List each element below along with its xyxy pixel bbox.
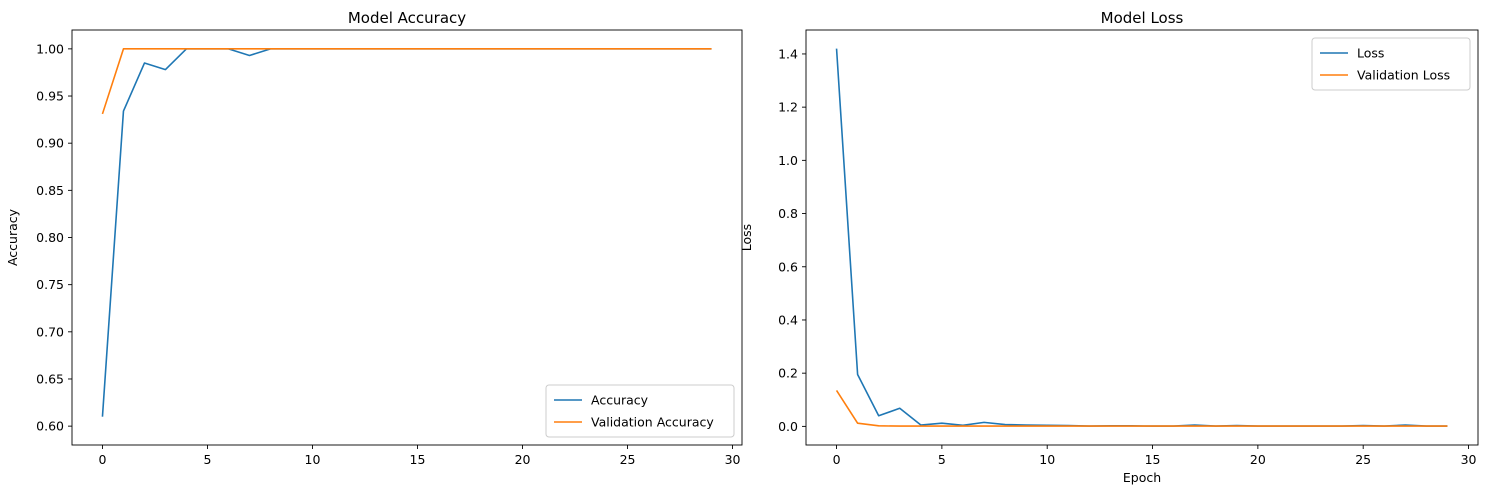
- x-tick-label: 25: [1355, 452, 1371, 467]
- x-tick-label: 30: [1461, 452, 1477, 467]
- legend-label: Loss: [1357, 46, 1384, 61]
- y-tick-label: 0.75: [36, 277, 64, 292]
- series-line-2: [835, 390, 1448, 427]
- plot-title: Model Accuracy: [348, 9, 466, 27]
- x-axis-title: Epoch: [1123, 470, 1161, 485]
- x-tick-label: 0: [98, 452, 106, 467]
- plot-frame: [71, 29, 743, 446]
- y-tick-label: 0.65: [36, 371, 64, 386]
- y-tick-label: 0.60: [36, 419, 64, 434]
- x-tick-label: 15: [410, 452, 426, 467]
- y-tick-label: 0.4: [778, 312, 798, 327]
- y-tick-label: 1.00: [36, 41, 64, 56]
- y-tick-label: 0.95: [36, 89, 64, 104]
- y-tick-label: 0.0: [778, 419, 798, 434]
- y-tick-label: 0.6: [778, 259, 798, 274]
- x-tick-label: 25: [620, 452, 636, 467]
- series-line-2: [101, 48, 712, 115]
- y-tick-label: 0.85: [36, 183, 64, 198]
- series-line-1: [835, 48, 1448, 427]
- x-tick-label: 0: [833, 452, 841, 467]
- y-axis-title: Loss: [739, 224, 754, 251]
- y-axis-title: Accuracy: [5, 208, 20, 266]
- x-tick-label: 10: [305, 452, 321, 467]
- y-tick-label: 1.0: [778, 153, 798, 168]
- y-tick-label: 0.80: [36, 230, 64, 245]
- x-tick-label: 30: [725, 452, 741, 467]
- legend-label: Validation Accuracy: [591, 415, 714, 430]
- plot-title: Model Loss: [1101, 9, 1184, 27]
- y-tick-label: 1.2: [778, 100, 798, 115]
- series-line-1: [101, 48, 712, 417]
- legend-box: [1311, 37, 1471, 91]
- x-tick-label: 5: [938, 452, 946, 467]
- y-tick-label: 0.70: [36, 324, 64, 339]
- legend-label: Accuracy: [591, 393, 649, 408]
- x-tick-label: 20: [1250, 452, 1266, 467]
- legend-label: Validation Loss: [1357, 68, 1450, 83]
- loss-chart: Model Loss 0 5 10 15 20 25 30 0.0 0.2 0.4 0.6 0.8 1.0…: [739, 9, 1479, 485]
- y-tick-label: 0.2: [778, 366, 798, 381]
- x-tick-label: 20: [515, 452, 531, 467]
- accuracy-chart: Model Accuracy 0 5 10 15 20 25 30 0.60 0.65 0.70 0.…: [5, 9, 743, 467]
- x-tick-label: 5: [203, 452, 211, 467]
- y-tick-label: 1.4: [778, 46, 798, 61]
- x-tick-label: 15: [1145, 452, 1161, 467]
- legend-box: [545, 384, 735, 438]
- plot-frame: [805, 29, 1479, 446]
- x-tick-label: 10: [1039, 452, 1055, 467]
- y-tick-label: 0.8: [778, 206, 798, 221]
- y-tick-label: 0.90: [36, 136, 64, 151]
